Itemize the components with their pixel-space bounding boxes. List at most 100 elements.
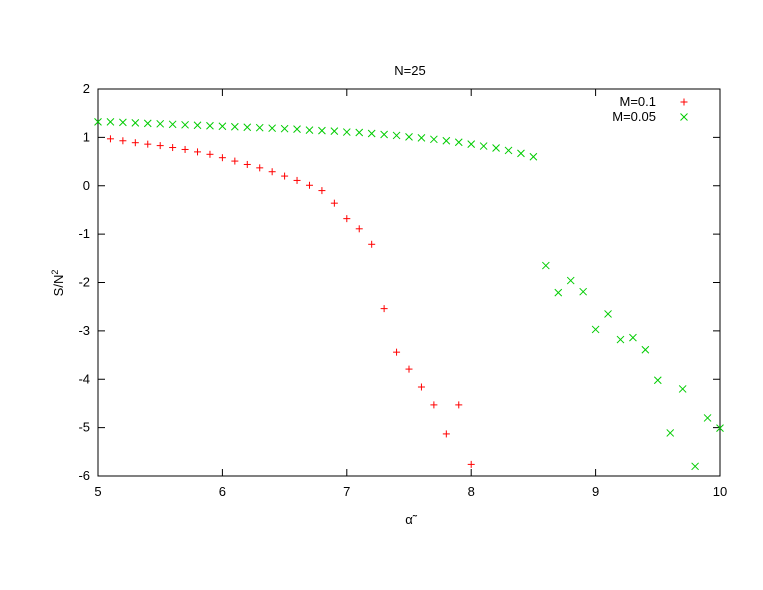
axis-ticks	[97, 88, 721, 477]
marker-stroke	[380, 130, 388, 139]
data-point	[442, 430, 450, 438]
data-point	[106, 118, 115, 126]
marker-stroke	[579, 287, 588, 296]
data-point	[629, 333, 637, 342]
data-point	[131, 119, 140, 127]
marker-stroke	[517, 149, 525, 158]
data-point	[554, 288, 563, 297]
data-point	[430, 401, 438, 409]
data-point	[231, 157, 239, 165]
marker-stroke	[666, 429, 675, 437]
data-point	[268, 124, 277, 133]
marker-stroke	[616, 335, 625, 344]
data-point	[305, 126, 314, 134]
data-point	[131, 139, 139, 147]
data-point	[343, 215, 351, 223]
marker-stroke	[293, 125, 301, 134]
y-tick-label: 0	[83, 178, 90, 193]
marker-stroke	[716, 424, 724, 432]
data-point	[504, 146, 513, 155]
data-point	[405, 365, 413, 373]
data-point	[393, 348, 401, 356]
marker-stroke	[168, 120, 177, 129]
marker-stroke	[355, 128, 364, 137]
marker-stroke	[541, 261, 550, 270]
y-tick-label: -2	[78, 275, 90, 290]
marker-stroke	[479, 142, 488, 150]
marker-stroke	[119, 118, 127, 127]
data-point	[293, 125, 301, 134]
data-point	[716, 424, 724, 432]
data-point	[355, 128, 364, 137]
marker-stroke	[243, 123, 252, 132]
data-point	[243, 123, 252, 132]
marker-stroke	[405, 133, 413, 141]
y-tick-label: -6	[78, 468, 90, 483]
data-point	[455, 401, 463, 409]
data-point	[454, 138, 463, 147]
legend: M=0.1M=0.05	[612, 94, 688, 124]
data-point	[156, 119, 165, 128]
marker-stroke	[280, 124, 289, 133]
x-tick-label: 6	[219, 484, 226, 499]
marker-stroke	[680, 113, 688, 121]
marker-stroke	[94, 118, 102, 126]
marker-stroke	[181, 120, 189, 129]
data-point	[156, 142, 164, 150]
marker-stroke	[629, 333, 637, 342]
marker-stroke	[591, 325, 600, 334]
data-point	[230, 122, 239, 131]
data-point	[218, 154, 226, 162]
data-point	[293, 176, 301, 184]
data-point	[368, 240, 376, 248]
data-point	[194, 148, 202, 156]
data-point	[94, 118, 102, 126]
y-tick-label: -5	[78, 420, 90, 435]
y-tick-label: -4	[78, 371, 90, 386]
data-point	[119, 118, 127, 127]
data-point	[193, 121, 202, 130]
data-point	[281, 172, 289, 180]
data-point	[206, 121, 214, 130]
y-axis-label: S/N2	[50, 270, 66, 297]
marker-stroke	[566, 276, 575, 285]
data-point	[280, 124, 289, 133]
data-point	[417, 383, 425, 391]
marker-stroke	[268, 124, 277, 133]
data-point	[566, 276, 575, 285]
marker-stroke	[529, 152, 538, 161]
y-tick-label: -3	[78, 323, 90, 338]
data-point	[256, 164, 264, 172]
x-tick-label: 9	[592, 484, 599, 499]
x-tick-label: 7	[343, 484, 350, 499]
marker-stroke	[454, 138, 463, 147]
marker-stroke	[330, 127, 339, 135]
data-point	[591, 325, 600, 334]
series-1	[106, 135, 475, 468]
marker-stroke	[318, 126, 326, 135]
marker-stroke	[554, 288, 563, 297]
data-point	[106, 135, 114, 143]
marker-stroke	[417, 134, 426, 142]
data-point	[579, 287, 588, 296]
plot-frame	[97, 88, 721, 477]
legend-label: M=0.1	[620, 94, 657, 109]
data-point	[367, 129, 376, 138]
data-point	[541, 261, 550, 270]
data-point	[467, 460, 475, 468]
marker-stroke	[604, 310, 612, 318]
marker-stroke	[678, 385, 687, 393]
y-tick-label: -1	[78, 226, 90, 241]
data-point	[703, 414, 712, 422]
data-point	[181, 145, 189, 153]
axis-tick-labels: 5 6 7 8 9 10 -6 -5 -4 -3 -2 -1 0 1 2	[78, 81, 727, 499]
data-point	[243, 160, 251, 168]
data-point	[268, 168, 276, 176]
data-point	[405, 133, 413, 141]
x-tick-label: 10	[713, 484, 727, 499]
data-point	[479, 142, 488, 150]
x-axis-label: α̃	[405, 512, 418, 527]
y-tick-label: 1	[83, 129, 90, 144]
marker-stroke	[218, 122, 227, 131]
